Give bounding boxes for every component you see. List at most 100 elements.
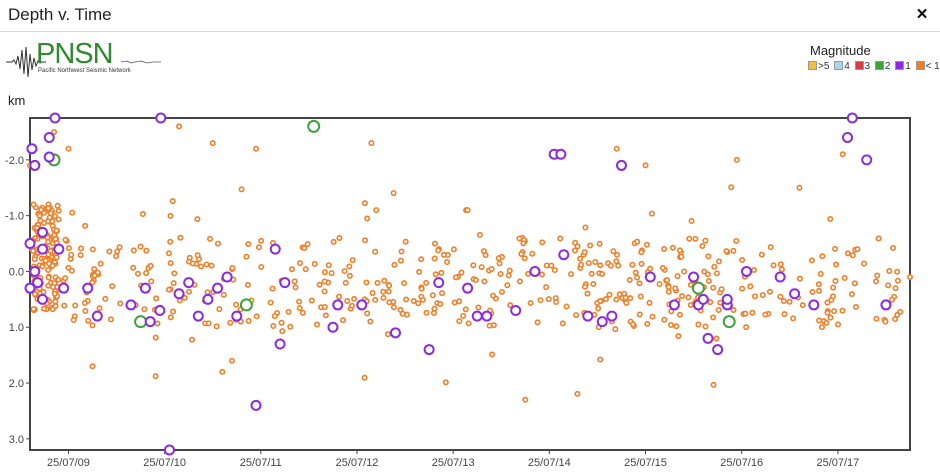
event-marker-m0 xyxy=(89,363,96,370)
event-marker-m0 xyxy=(647,265,654,272)
event-marker-m0 xyxy=(45,282,52,289)
event-marker-m0 xyxy=(189,336,196,343)
event-marker-m0 xyxy=(361,200,368,207)
event-marker-m0 xyxy=(287,323,294,330)
event-marker-m0 xyxy=(137,243,144,250)
event-marker-m0 xyxy=(543,262,550,269)
event-marker-m0 xyxy=(116,244,123,251)
legend-item[interactable]: 1 xyxy=(895,61,911,72)
event-marker-m0 xyxy=(668,322,675,329)
y-tick-label: 3.0 xyxy=(9,434,24,446)
event-marker-m0 xyxy=(390,304,397,311)
event-marker-m0 xyxy=(289,266,296,273)
event-marker-m0 xyxy=(888,296,895,303)
event-marker-m0 xyxy=(777,293,784,300)
event-marker-m0 xyxy=(165,250,172,257)
event-marker-m2 xyxy=(691,281,705,295)
event-marker-m0 xyxy=(518,250,525,257)
x-tick-label: 25/07/10 xyxy=(143,457,186,469)
legend-swatch xyxy=(915,61,925,70)
event-marker-m1 xyxy=(269,243,281,255)
event-marker-m0 xyxy=(578,261,585,268)
legend-swatch xyxy=(895,61,905,70)
event-marker-m0 xyxy=(710,314,717,321)
event-marker-m0 xyxy=(209,140,216,147)
event-marker-m0 xyxy=(207,235,214,242)
event-marker-m1 xyxy=(91,310,103,322)
event-marker-m0 xyxy=(590,281,597,288)
event-marker-m0 xyxy=(304,241,311,248)
event-marker-m0 xyxy=(516,235,523,242)
event-marker-m1 xyxy=(332,299,344,311)
event-marker-m0 xyxy=(634,274,641,281)
event-marker-m0 xyxy=(607,262,614,269)
event-marker-m1 xyxy=(139,282,151,294)
event-marker-m0 xyxy=(675,333,682,340)
event-marker-m0 xyxy=(362,237,369,244)
event-marker-m0 xyxy=(47,247,54,254)
event-marker-m1 xyxy=(192,310,204,322)
event-marker-m0 xyxy=(431,255,438,262)
legend-item[interactable]: < 1 xyxy=(915,61,940,72)
event-marker-m0 xyxy=(381,277,388,284)
event-marker-m0 xyxy=(361,374,368,381)
legend-item[interactable]: 3 xyxy=(854,61,870,72)
event-marker-m0 xyxy=(418,256,425,263)
event-marker-m0 xyxy=(733,156,740,163)
legend-swatch xyxy=(808,61,817,70)
legend-swatch xyxy=(834,61,844,70)
event-marker-m0 xyxy=(681,268,688,275)
event-marker-m0 xyxy=(656,281,663,288)
event-marker-m0 xyxy=(177,234,184,241)
event-marker-m0 xyxy=(538,271,545,278)
event-marker-m0 xyxy=(833,261,840,268)
event-marker-m0 xyxy=(874,272,881,279)
legend-item[interactable]: 2 xyxy=(874,61,890,72)
event-marker-m0 xyxy=(882,318,889,325)
event-marker-m1 xyxy=(644,271,656,283)
event-marker-m0 xyxy=(398,248,405,255)
event-marker-m0 xyxy=(780,298,787,305)
event-marker-m0 xyxy=(44,234,51,241)
event-marker-m0 xyxy=(676,311,683,318)
event-marker-m0 xyxy=(537,297,544,304)
x-tick-label: 25/07/12 xyxy=(336,457,379,469)
event-marker-m0 xyxy=(613,258,620,265)
legend-item-label: >5 xyxy=(818,61,830,72)
event-marker-m0 xyxy=(97,260,104,267)
event-marker-m0 xyxy=(781,311,788,318)
event-marker-m0 xyxy=(796,184,803,191)
event-marker-m0 xyxy=(815,287,822,294)
event-marker-m0 xyxy=(363,279,370,286)
legend-item[interactable]: 4 xyxy=(834,61,850,72)
event-marker-m0 xyxy=(638,260,645,267)
event-marker-m0 xyxy=(189,260,196,267)
event-marker-m1 xyxy=(155,112,167,124)
close-icon[interactable]: × xyxy=(916,4,928,25)
event-marker-m0 xyxy=(482,252,489,259)
event-marker-m0 xyxy=(404,311,411,318)
event-marker-m0 xyxy=(216,306,223,313)
event-marker-m0 xyxy=(873,278,880,285)
event-marker-m0 xyxy=(854,246,861,253)
event-marker-m1 xyxy=(24,282,36,294)
event-marker-m0 xyxy=(490,292,497,299)
event-marker-m0 xyxy=(204,289,211,296)
event-marker-m1 xyxy=(668,299,680,311)
event-marker-m0 xyxy=(154,320,161,327)
event-marker-m0 xyxy=(571,247,578,254)
event-marker-m0 xyxy=(435,247,442,254)
event-marker-m0 xyxy=(685,294,692,301)
event-marker-m0 xyxy=(82,222,89,229)
event-marker-m2 xyxy=(307,119,321,133)
legend-item[interactable]: >5 xyxy=(808,61,829,72)
event-marker-m0 xyxy=(676,247,683,254)
event-marker-m0 xyxy=(529,250,536,257)
event-marker-m0 xyxy=(267,299,274,306)
event-marker-m0 xyxy=(642,162,649,169)
event-marker-m0 xyxy=(629,321,636,328)
seismogram-icon xyxy=(6,46,46,78)
event-marker-m0 xyxy=(219,368,226,375)
event-marker-m0 xyxy=(55,276,62,283)
event-marker-m0 xyxy=(504,282,511,289)
